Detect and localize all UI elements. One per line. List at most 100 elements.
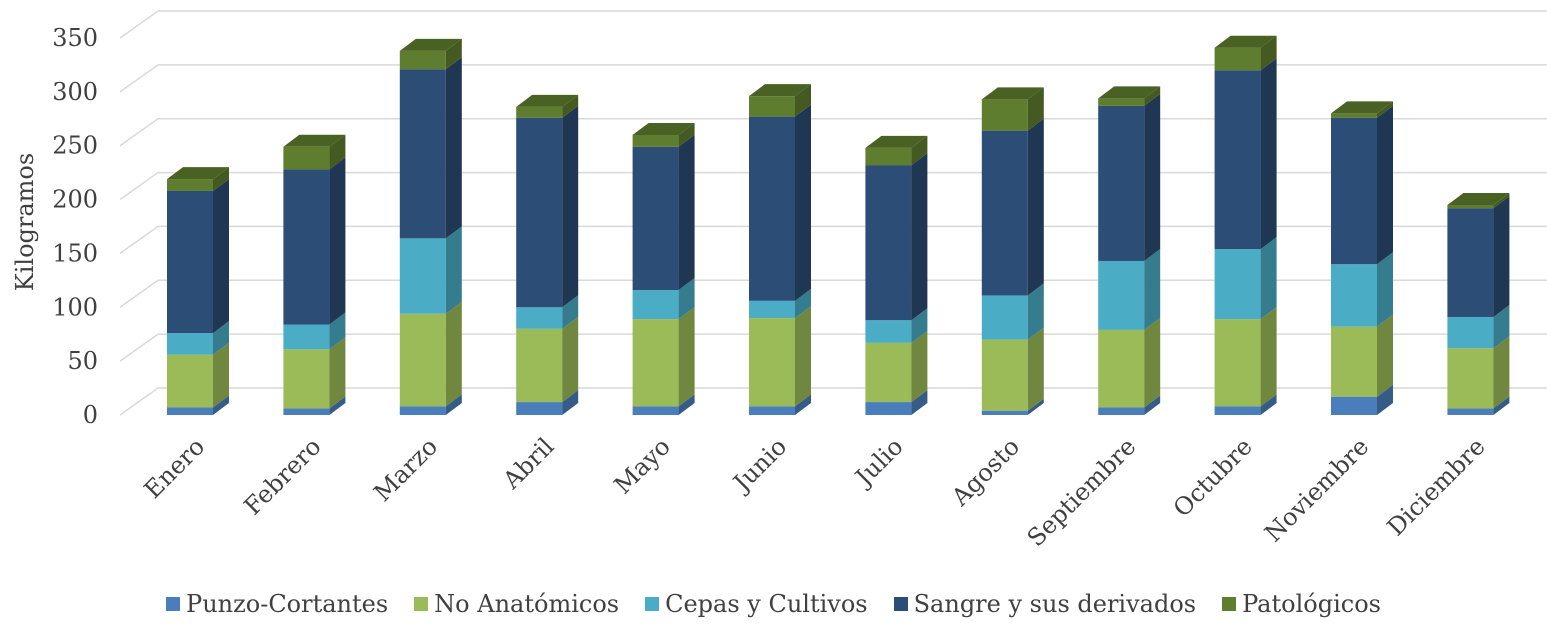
y-tick-label: 250	[52, 132, 98, 160]
bar-segment	[1331, 101, 1393, 118]
bar-segment	[516, 316, 579, 403]
bar-segment	[632, 307, 695, 407]
y-tick-label: 300	[52, 78, 98, 106]
gridline	[119, 171, 1547, 201]
chart: 0 50 100 150 200 250 300 350 Kilogramos Enero Fe…	[11, 10, 1547, 552]
x-tick-label: Octubre	[1168, 432, 1258, 522]
bars	[167, 35, 1510, 415]
legend-swatch	[1222, 597, 1237, 611]
gridline	[119, 387, 1547, 416]
bar-segment	[1098, 395, 1161, 415]
x-tick-label: Junio	[726, 432, 792, 498]
bar-segment	[865, 390, 928, 415]
legend-label: Punzo-Cortantes	[186, 590, 389, 618]
gridline	[119, 225, 1547, 255]
bar-segment	[167, 167, 229, 191]
bar-segment	[1447, 396, 1510, 415]
bar-segment	[1214, 307, 1277, 407]
y-tick-label: 0	[83, 401, 98, 429]
y-tick-label: 200	[52, 186, 98, 214]
x-tick-label: Julio	[848, 432, 909, 493]
bar-segment	[167, 342, 229, 408]
bar-segment	[283, 312, 346, 350]
bar-segment	[399, 38, 462, 70]
bar-segment	[981, 118, 1044, 296]
bar-segment	[399, 57, 462, 239]
bar-segment	[1098, 93, 1161, 261]
legend-item: Sangre y sus derivados	[893, 590, 1197, 618]
y-tick-label: 150	[52, 239, 98, 267]
bar-segment	[749, 104, 811, 301]
y-tick-label: 100	[52, 293, 98, 321]
bar-segment	[167, 395, 229, 415]
bar-segment	[1331, 252, 1393, 327]
x-tick-label: Enero	[139, 432, 210, 503]
legend-item: No Anatómicos	[414, 590, 619, 618]
x-tick-label: Diciembre	[1382, 432, 1491, 541]
bar-segment	[981, 327, 1044, 411]
y-tick-label: 350	[52, 24, 98, 52]
x-tick-label: Agosto	[945, 432, 1025, 512]
y-axis-label: Kilogramos	[11, 153, 39, 291]
bar-segment	[516, 105, 579, 308]
x-tick-label: Septiembre	[1022, 432, 1142, 552]
bar-segment	[1447, 196, 1510, 317]
legend-swatch	[645, 597, 660, 611]
x-axis-ticks: Enero Febrero Marzo Abril Mayo Junio Julio Agos…	[139, 432, 1491, 552]
gridline	[119, 117, 1547, 147]
bar-segment	[632, 394, 695, 415]
legend-label: Patológicos	[1242, 590, 1381, 618]
bar-segment	[865, 153, 928, 321]
legend: Punzo-Cortantes No Anatómicos Cepas y Cult…	[0, 590, 1547, 618]
bar-segment	[749, 394, 811, 415]
gridlines	[119, 10, 1547, 416]
bar-segment	[1214, 58, 1277, 250]
legend-swatch	[893, 597, 908, 611]
x-tick-label: Abril	[497, 432, 560, 495]
bar-segment	[283, 134, 346, 170]
x-tick-label: Febrero	[239, 432, 327, 520]
bar-segment	[1331, 314, 1393, 397]
bar-segment	[1098, 317, 1161, 408]
bar-segment	[1331, 105, 1393, 265]
bar-segment	[283, 396, 346, 415]
bar-segment	[981, 398, 1044, 415]
x-tick-label: Marzo	[368, 432, 443, 507]
bar-segment	[632, 278, 695, 320]
bar-segment	[1331, 384, 1393, 415]
legend-item: Punzo-Cortantes	[166, 590, 388, 618]
bar-segment	[981, 283, 1044, 340]
legend-item: Cepas y Cultivos	[645, 590, 868, 618]
bar-segment	[399, 394, 462, 415]
bar-segment	[749, 288, 811, 319]
x-tick-label: Mayo	[609, 432, 676, 499]
y-axis-ticks: 0 50 100 150 200 250 300 350	[52, 24, 98, 429]
legend-label: Sangre y sus derivados	[913, 590, 1197, 618]
bar-segment	[981, 87, 1044, 131]
bar-segment	[1447, 192, 1510, 209]
bar-segment	[632, 134, 695, 291]
gridline	[119, 64, 1547, 93]
bar-segment	[1098, 248, 1161, 330]
x-tick-label: Noviembre	[1259, 432, 1374, 547]
bar-segment	[1214, 394, 1277, 415]
bar-segment	[749, 306, 811, 407]
bar-segment	[516, 94, 579, 118]
bar-segment	[516, 390, 579, 415]
bar-segment	[1214, 35, 1277, 71]
bar-segment	[632, 122, 695, 147]
bar-segment	[283, 157, 346, 325]
legend-swatch	[166, 597, 181, 611]
gridline	[119, 333, 1547, 362]
legend-swatch	[414, 597, 429, 611]
legend-label: Cepas y Cultivos	[665, 590, 868, 618]
bar-segment	[865, 308, 928, 343]
legend-label: No Anatómicos	[434, 590, 620, 618]
bar-segment	[516, 295, 579, 329]
bar-segment	[399, 301, 462, 407]
bar-segment	[283, 337, 346, 409]
bar-segment	[167, 178, 229, 334]
bar-segment	[1447, 304, 1510, 349]
bar-segment	[1214, 237, 1277, 320]
bar-segment	[865, 135, 928, 166]
